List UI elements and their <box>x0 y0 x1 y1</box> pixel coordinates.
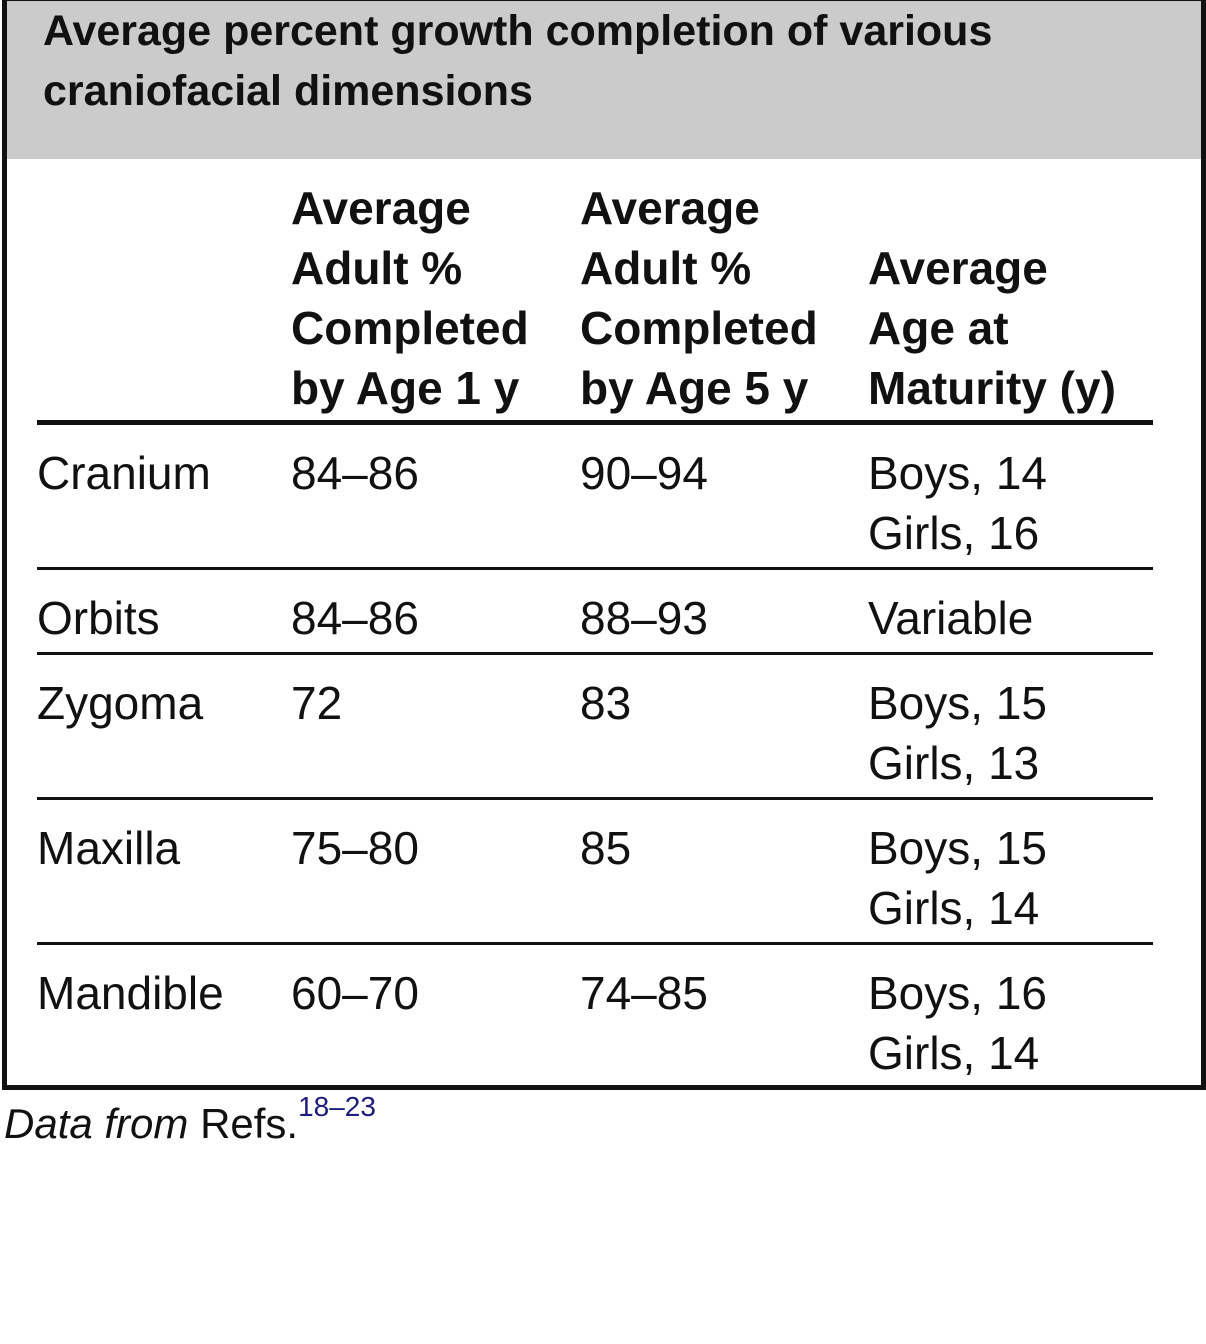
cell-line: Cranium <box>37 447 211 499</box>
table-cell: Boys, 15 Girls, 14 <box>868 798 1153 945</box>
table-row: Orbits 84–86 88–93 Variable <box>37 568 1153 655</box>
cell-line: Girls, 13 <box>868 737 1040 789</box>
footnote-text: Refs. <box>200 1100 299 1147</box>
header-line: Completed <box>291 302 529 354</box>
header-cell: Average Adult % Completed by Age 5 y <box>580 178 868 425</box>
cell-line: 72 <box>291 677 343 729</box>
cell-line: Variable <box>868 592 1034 644</box>
cell-line: Boys, 14 <box>868 447 1047 499</box>
table-row: Maxilla 75–80 85 Boys, 15 Girls, 14 <box>37 798 1153 945</box>
cell-line: 74–85 <box>580 967 708 1019</box>
cell-line: 84–86 <box>291 592 419 644</box>
title-line: craniofacial dimensions <box>43 67 533 115</box>
cell-line: 75–80 <box>291 822 419 874</box>
cell-line: Boys, 16 <box>868 967 1047 1019</box>
header-cell: Average Age at Maturity (y) <box>868 178 1153 425</box>
cell-line: 60–70 <box>291 967 419 1019</box>
table-row: Cranium 84–86 90–94 Boys, 14 Girls, 16 <box>37 422 1153 570</box>
cell-line: 88–93 <box>580 592 708 644</box>
table-cell: Mandible <box>37 943 291 1090</box>
header-line: Age at <box>868 302 1009 354</box>
table-body: Cranium 84–86 90–94 Boys, 14 Girls, 16 Orbits… <box>37 422 1153 1090</box>
table-cell: 83 <box>580 653 868 800</box>
header-line: Average <box>291 182 471 234</box>
header-line: Completed <box>580 302 818 354</box>
table-cell: 75–80 <box>291 798 580 945</box>
cell-line: Zygoma <box>37 677 204 729</box>
table-row: Zygoma 72 83 Boys, 15 Girls, 13 <box>37 653 1153 800</box>
cell-line: 83 <box>580 677 632 729</box>
table-cell: Cranium <box>37 422 291 570</box>
footnote-prefix: Data from <box>4 1100 189 1147</box>
header-line: Adult % <box>291 242 463 294</box>
table-cell: 74–85 <box>580 943 868 1090</box>
table-row: Mandible 60–70 74–85 Boys, 16 Girls, 14 <box>37 943 1153 1090</box>
table-title: Average percent growth completion of var… <box>7 1 1201 159</box>
table: Average Adult % Completed by Age 1 y Average… <box>37 178 1153 1090</box>
cell-line: 85 <box>580 822 632 874</box>
cell-line: Girls, 16 <box>868 507 1040 559</box>
cell-line: Orbits <box>37 592 160 644</box>
table-cell: 72 <box>291 653 580 800</box>
table-cell: 84–86 <box>291 422 580 570</box>
header-cell: Average Adult % Completed by Age 1 y <box>291 178 580 425</box>
cell-line: Girls, 14 <box>868 882 1040 934</box>
table-box: Average percent growth completion of var… <box>2 0 1206 1090</box>
cell-line: Boys, 15 <box>868 822 1047 874</box>
table-cell: 60–70 <box>291 943 580 1090</box>
table-cell: 84–86 <box>291 568 580 655</box>
cell-line: Mandible <box>37 967 224 1019</box>
table-cell: Boys, 14 Girls, 16 <box>868 422 1153 570</box>
footnote-refs: 18–23 <box>298 1091 376 1122</box>
title-line: Average percent growth completion of var… <box>43 7 993 55</box>
cell-line: 84–86 <box>291 447 419 499</box>
header-line: Average <box>868 242 1048 294</box>
table-cell: 85 <box>580 798 868 945</box>
header-line: by Age 1 y <box>291 362 520 414</box>
header-cell <box>37 178 291 425</box>
cell-line: 90–94 <box>580 447 708 499</box>
cell-line: Girls, 14 <box>868 1027 1040 1079</box>
header-line: Adult % <box>580 242 752 294</box>
table-cell: Orbits <box>37 568 291 655</box>
table-cell: Variable <box>868 568 1153 655</box>
table-cell: Boys, 15 Girls, 13 <box>868 653 1153 800</box>
cell-line: Boys, 15 <box>868 677 1047 729</box>
table-cell: Boys, 16 Girls, 14 <box>868 943 1153 1090</box>
table-cell: 90–94 <box>580 422 868 570</box>
header-line: Average <box>580 182 760 234</box>
footnote: Data from Refs.18–23 <box>4 1091 376 1154</box>
table-cell: 88–93 <box>580 568 868 655</box>
cell-line: Maxilla <box>37 822 181 874</box>
table-cell: Maxilla <box>37 798 291 945</box>
header-line: by Age 5 y <box>580 362 809 414</box>
table-cell: Zygoma <box>37 653 291 800</box>
header-row: Average Adult % Completed by Age 1 y Average… <box>37 178 1153 425</box>
header-line: Maturity (y) <box>868 362 1116 414</box>
